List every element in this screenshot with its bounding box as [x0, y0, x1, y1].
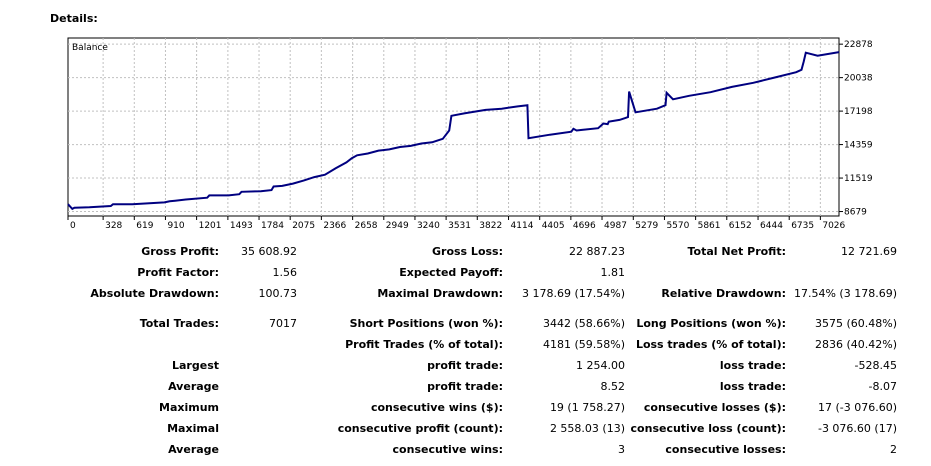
profit-factor-label: Profit Factor:	[137, 266, 219, 279]
profit-trades-value: 4181 (59.58%)	[542, 338, 625, 351]
x-tick-label: 3240	[417, 221, 440, 231]
y-tick-label: 22878	[844, 40, 873, 50]
x-tick-label: 4987	[604, 221, 627, 231]
maximal-loss-value: -3 076.60 (17)	[817, 422, 897, 435]
total-net-profit-label: Total Net Profit:	[687, 245, 787, 258]
maximum-losses-value: 17 (-3 076.60)	[817, 401, 897, 414]
y-axis-ticks: 8679 11519 14359 17198 20038 22878	[839, 40, 873, 218]
average-profit-value: 8.52	[600, 380, 626, 393]
maximal-profit-value: 2 558.03 (13)	[549, 422, 625, 435]
gross-profit-value: 35 608.92	[241, 245, 297, 258]
gross-loss-label: Gross Loss:	[432, 245, 503, 258]
x-tick-label: 5279	[635, 221, 658, 231]
expected-payoff-value: 1.81	[600, 266, 626, 279]
balance-line	[67, 51, 840, 211]
largest-label: Largest	[172, 359, 219, 372]
average-consecutive-label: Average	[168, 443, 219, 456]
x-tick-label: 910	[167, 221, 184, 231]
maximal-profit-label: consecutive profit (count):	[337, 422, 503, 435]
gross-profit-label: Gross Profit:	[141, 245, 219, 258]
y-tick-label: 11519	[844, 174, 873, 184]
maximal-drawdown-label: Maximal Drawdown:	[377, 287, 503, 300]
x-tick-label: 5861	[698, 221, 721, 231]
x-tick-label: 328	[105, 221, 122, 231]
absolute-drawdown-value: 100.73	[258, 287, 298, 300]
x-tick-label: 2075	[292, 221, 315, 231]
grid	[68, 38, 839, 216]
short-positions-value: 3442 (58.66%)	[542, 317, 625, 330]
x-tick-label: 6152	[729, 221, 752, 231]
average-profit-label: profit trade:	[427, 380, 503, 393]
maximal-drawdown-value: 3 178.69 (17.54%)	[521, 287, 625, 300]
total-net-profit-value: 12 721.69	[841, 245, 897, 258]
short-positions-label: Short Positions (won %):	[349, 317, 503, 330]
long-positions-value: 3575 (60.48%)	[814, 317, 897, 330]
x-tick-label: 1201	[199, 221, 222, 231]
expected-payoff-label: Expected Payoff:	[399, 266, 503, 279]
largest-profit-label: profit trade:	[427, 359, 503, 372]
largest-profit-value: 1 254.00	[576, 359, 625, 372]
y-tick-label: 20038	[844, 74, 873, 84]
x-tick-label: 0	[70, 221, 76, 231]
x-tick-label: 7026	[822, 221, 845, 231]
average-consecutive-wins-label: consecutive wins:	[392, 443, 503, 456]
largest-loss-label: loss trade:	[719, 359, 786, 372]
x-tick-label: 6444	[760, 221, 783, 231]
average-label: Average	[168, 380, 219, 393]
profit-trades-label: Profit Trades (% of total):	[345, 338, 503, 351]
x-tick-label: 3822	[479, 221, 502, 231]
relative-drawdown-value: 17.54% (3 178.69)	[793, 287, 897, 300]
total-trades-label: Total Trades:	[139, 317, 219, 330]
x-tick-label: 2658	[355, 221, 378, 231]
loss-trades-value: 2836 (40.42%)	[814, 338, 897, 351]
maximum-label: Maximum	[159, 401, 219, 414]
x-tick-label: 4114	[511, 221, 534, 231]
x-tick-label: 5570	[666, 221, 689, 231]
x-tick-label: 2949	[386, 221, 409, 231]
x-axis-ticks: 0 328 619 910 1201 1493 1784 2075 2366 2658 2949 32…	[67, 216, 846, 231]
x-tick-label: 1493	[230, 221, 253, 231]
long-positions-label: Long Positions (won %):	[636, 317, 786, 330]
chart-title: Balance	[72, 43, 108, 53]
x-tick-label: 1784	[261, 221, 284, 231]
x-tick-label: 6735	[791, 221, 814, 231]
balance-chart: Balance 0 328 619 910 1201 1493 1784 2075 2366 26…	[67, 37, 873, 231]
x-tick-label: 2366	[323, 221, 346, 231]
loss-trades-label: Loss trades (% of total):	[635, 338, 786, 351]
total-trades-value: 7017	[269, 317, 297, 330]
x-tick-label: 4405	[542, 221, 565, 231]
x-tick-label: 4696	[573, 221, 596, 231]
average-loss-label: loss trade:	[719, 380, 786, 393]
largest-loss-value: -528.45	[854, 359, 897, 372]
maximum-losses-label: consecutive losses ($):	[643, 401, 786, 414]
average-consecutive-wins-value: 3	[618, 443, 625, 456]
maximum-wins-label: consecutive wins ($):	[370, 401, 503, 414]
x-tick-label: 3531	[448, 221, 471, 231]
average-loss-value: -8.07	[868, 380, 897, 393]
gross-loss-value: 22 887.23	[569, 245, 625, 258]
average-consecutive-losses-value: 2	[890, 443, 897, 456]
average-consecutive-losses-label: consecutive losses:	[665, 443, 786, 456]
maximum-wins-value: 19 (1 758.27)	[549, 401, 625, 414]
maximal-label: Maximal	[167, 422, 219, 435]
y-tick-label: 8679	[844, 208, 867, 218]
x-tick-label: 619	[136, 221, 153, 231]
y-tick-label: 17198	[844, 107, 873, 117]
y-tick-label: 14359	[844, 141, 873, 151]
relative-drawdown-label: Relative Drawdown:	[661, 287, 786, 300]
details-heading: Details:	[50, 12, 98, 25]
profit-factor-value: 1.56	[272, 266, 298, 279]
maximal-loss-label: consecutive loss (count):	[630, 422, 786, 435]
absolute-drawdown-label: Absolute Drawdown:	[90, 287, 219, 300]
